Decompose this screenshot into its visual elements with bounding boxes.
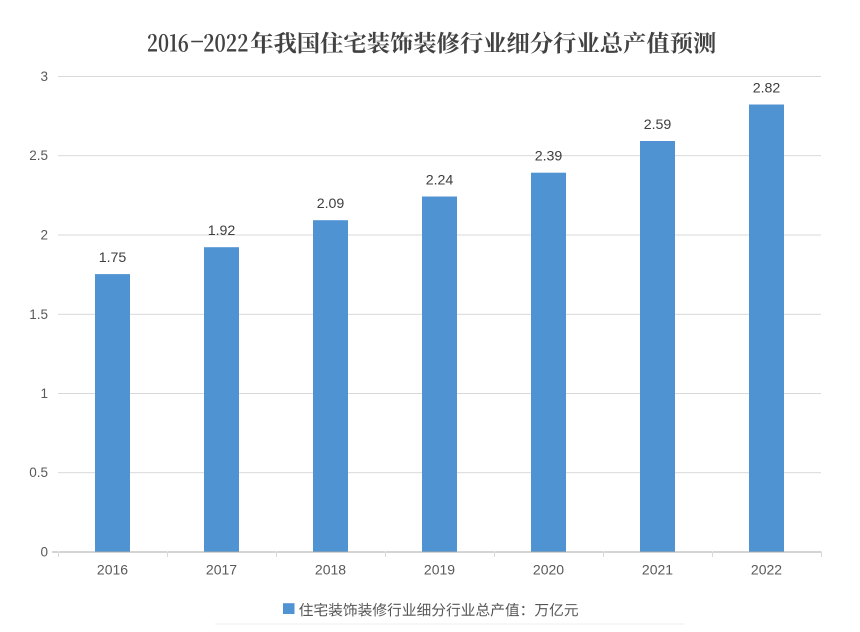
svg-text:2022: 2022 (751, 562, 782, 578)
svg-text:2.5: 2.5 (29, 148, 48, 163)
svg-text:2.39: 2.39 (535, 149, 563, 165)
svg-text:2.59: 2.59 (644, 117, 672, 133)
svg-text:2018: 2018 (315, 562, 346, 578)
svg-text:1.5: 1.5 (29, 307, 48, 322)
svg-text:2020: 2020 (533, 562, 564, 578)
svg-text:0: 0 (40, 545, 48, 560)
svg-text:2.09: 2.09 (317, 196, 345, 212)
svg-text:1: 1 (40, 386, 48, 401)
svg-text:2.82: 2.82 (753, 81, 781, 97)
svg-text:2: 2 (40, 228, 48, 243)
svg-text:3: 3 (40, 69, 48, 84)
svg-text:2021: 2021 (642, 562, 673, 578)
svg-text:2017: 2017 (206, 562, 237, 578)
svg-text:1.75: 1.75 (99, 250, 127, 266)
svg-text:2.24: 2.24 (426, 173, 454, 189)
svg-text:1.92: 1.92 (208, 223, 236, 239)
svg-text:2019: 2019 (424, 562, 455, 578)
svg-text:2016: 2016 (97, 562, 128, 578)
svg-text:0.5: 0.5 (29, 465, 48, 480)
